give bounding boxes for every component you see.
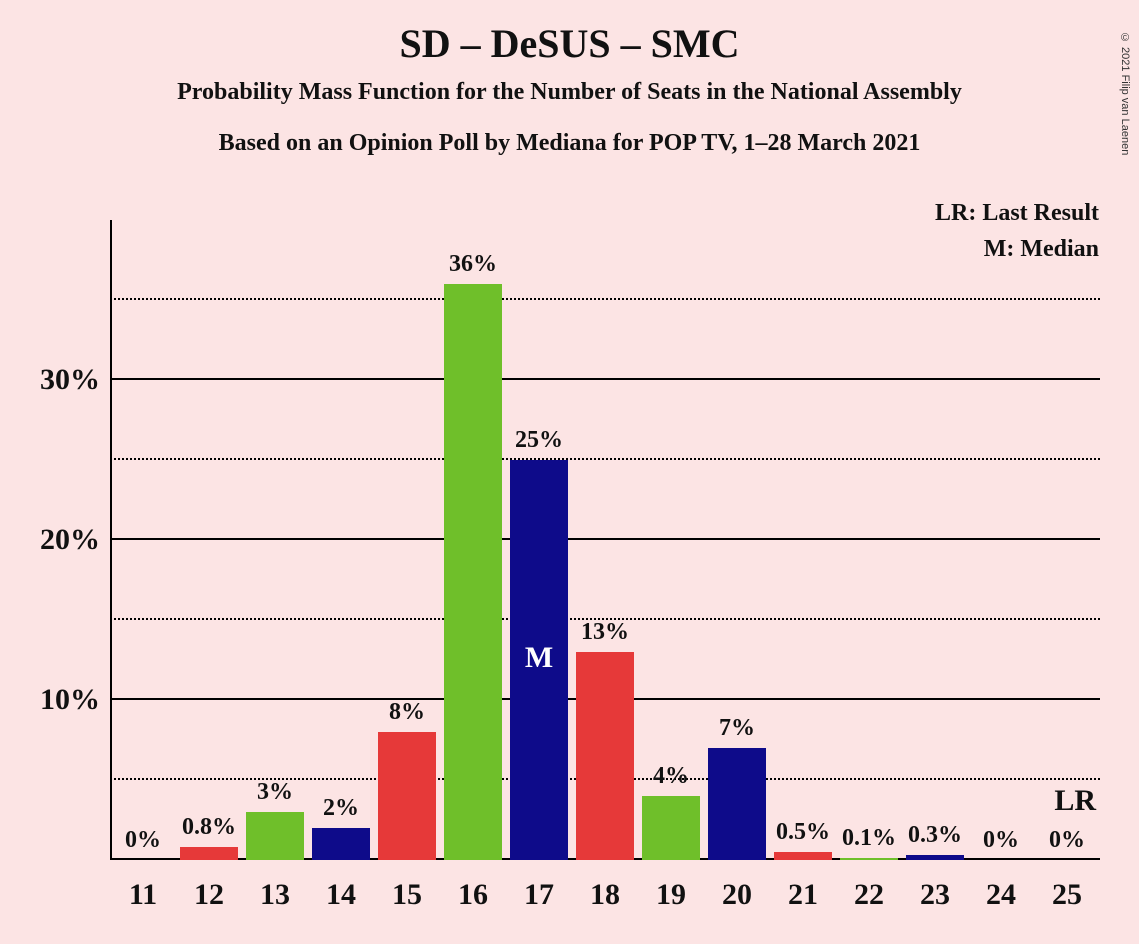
bar (246, 812, 304, 860)
bar-slot: 13%18 (572, 220, 638, 860)
x-axis-label: 14 (308, 860, 374, 912)
bar-value-label: 4% (638, 763, 704, 790)
bar-slot: 0.1%22 (836, 220, 902, 860)
bar-value-label: 25% (506, 427, 572, 454)
y-axis-label: 20% (40, 523, 110, 557)
chart-subtitle-1: Probability Mass Function for the Number… (0, 79, 1139, 106)
bar-slot: 8%15 (374, 220, 440, 860)
bar-value-label: 13% (572, 619, 638, 646)
bar-value-label: 0.8% (176, 814, 242, 841)
bar-slot: 0.8%12 (176, 220, 242, 860)
bar-slot: 36%16 (440, 220, 506, 860)
bar-value-label: 2% (308, 795, 374, 822)
bar-slot: 0%LR25 (1034, 220, 1100, 860)
bar (774, 852, 832, 860)
x-axis-label: 13 (242, 860, 308, 912)
x-axis-label: 20 (704, 860, 770, 912)
bar-value-label: 3% (242, 779, 308, 806)
bars-container: 0%110.8%123%132%148%1536%1625%M1713%184%… (110, 220, 1100, 860)
lr-marker: LR (1054, 784, 1096, 818)
bar-value-label: 8% (374, 699, 440, 726)
bar-slot: 4%19 (638, 220, 704, 860)
x-axis-label: 24 (968, 860, 1034, 912)
y-axis-label: 10% (40, 683, 110, 717)
x-axis-label: 23 (902, 860, 968, 912)
bar-value-label: 0.5% (770, 819, 836, 846)
x-axis-label: 11 (110, 860, 176, 912)
bar-slot: 0.3%23 (902, 220, 968, 860)
bar-value-label: 36% (440, 251, 506, 278)
chart-subtitle-2: Based on an Opinion Poll by Mediana for … (0, 130, 1139, 157)
x-axis-label: 19 (638, 860, 704, 912)
bar-value-label: 7% (704, 715, 770, 742)
median-marker: M (506, 641, 572, 675)
bar (312, 828, 370, 860)
bar (378, 732, 436, 860)
bar-value-label: 0% (968, 827, 1034, 854)
x-axis-label: 18 (572, 860, 638, 912)
bar-slot: 7%20 (704, 220, 770, 860)
x-axis-label: 16 (440, 860, 506, 912)
bar (180, 847, 238, 860)
x-axis-label: 25 (1034, 860, 1100, 912)
chart-area: 0%110.8%123%132%148%1536%1625%M1713%184%… (110, 220, 1100, 860)
y-axis-label: 30% (40, 363, 110, 397)
bar-value-label: 0% (110, 827, 176, 854)
bar-value-label: 0.3% (902, 822, 968, 849)
bar-slot: 0%11 (110, 220, 176, 860)
copyright-text: © 2021 Filip van Laenen (1119, 32, 1131, 155)
bar-slot: 2%14 (308, 220, 374, 860)
x-axis-label: 12 (176, 860, 242, 912)
x-axis-label: 21 (770, 860, 836, 912)
x-axis-label: 22 (836, 860, 902, 912)
x-axis-label: 15 (374, 860, 440, 912)
bar (444, 284, 502, 860)
bar-slot: 3%13 (242, 220, 308, 860)
bar (642, 796, 700, 860)
x-axis-label: 17 (506, 860, 572, 912)
bar-value-label: 0% (1034, 827, 1100, 854)
bar (576, 652, 634, 860)
bar-value-label: 0.1% (836, 825, 902, 852)
bar-slot: 25%M17 (506, 220, 572, 860)
bar-slot: 0%24 (968, 220, 1034, 860)
chart-title: SD – DeSUS – SMC (0, 20, 1139, 67)
bar (708, 748, 766, 860)
bar-slot: 0.5%21 (770, 220, 836, 860)
